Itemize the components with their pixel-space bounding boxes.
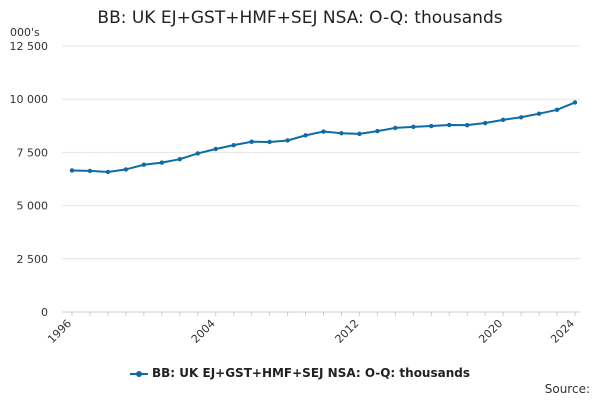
data-point [159,160,165,165]
y-tick-label: 7 500 [17,146,49,159]
data-point [482,120,488,126]
data-point [177,157,182,162]
legend-label: BB: UK EJ+GST+HMF+SEJ NSA: O-Q: thousand… [152,366,470,380]
x-tick-label: 2024 [548,317,577,346]
data-point [87,168,93,174]
data-point [518,115,524,120]
data-point [465,122,470,128]
data-point [375,128,380,134]
legend[interactable]: BB: UK EJ+GST+HMF+SEJ NSA: O-Q: thousand… [0,366,600,380]
y-tick-label: 5 000 [17,200,49,213]
x-tick-label: 1996 [45,317,74,346]
data-point [572,100,578,105]
data-point [429,123,434,129]
y-axis-ticks: 0 2 500 5 000 7 500 10 000 12 500 [10,40,49,319]
data-point [321,129,326,134]
data-point [249,139,254,144]
x-tick-label: 2004 [189,317,218,346]
data-point [141,162,147,167]
y-tick-label: 10 000 [10,93,49,106]
source-label: Source: [544,382,590,396]
grid-lines [62,45,580,260]
legend-swatch [130,369,148,379]
data-point [357,131,362,137]
data-point [500,117,506,123]
data-point [231,142,236,148]
x-axis: 1996 2004 2012 2020 2024 [45,311,580,346]
data-point [105,169,111,175]
data-point [393,125,398,131]
data-point [267,139,272,145]
data-point [123,167,129,172]
series-line [71,101,576,173]
x-tick-label: 2020 [476,317,505,346]
series-layer [69,100,578,175]
data-point [213,146,218,152]
x-tick-label: 2012 [333,317,362,346]
data-point [195,151,200,156]
y-tick-label: 12 500 [10,40,49,53]
y-tick-label: 2 500 [17,253,49,266]
data-point [303,133,308,138]
data-point [554,107,560,113]
y-axis-unit-label: 000's [10,26,40,39]
data-point [447,122,452,128]
data-point [536,111,542,116]
chart-title: BB: UK EJ+GST+HMF+SEJ NSA: O-Q: thousand… [97,8,503,28]
y-tick-label: 0 [41,306,48,319]
data-point [285,138,290,143]
data-point [69,168,75,173]
data-point [339,131,344,136]
data-point [411,124,416,130]
